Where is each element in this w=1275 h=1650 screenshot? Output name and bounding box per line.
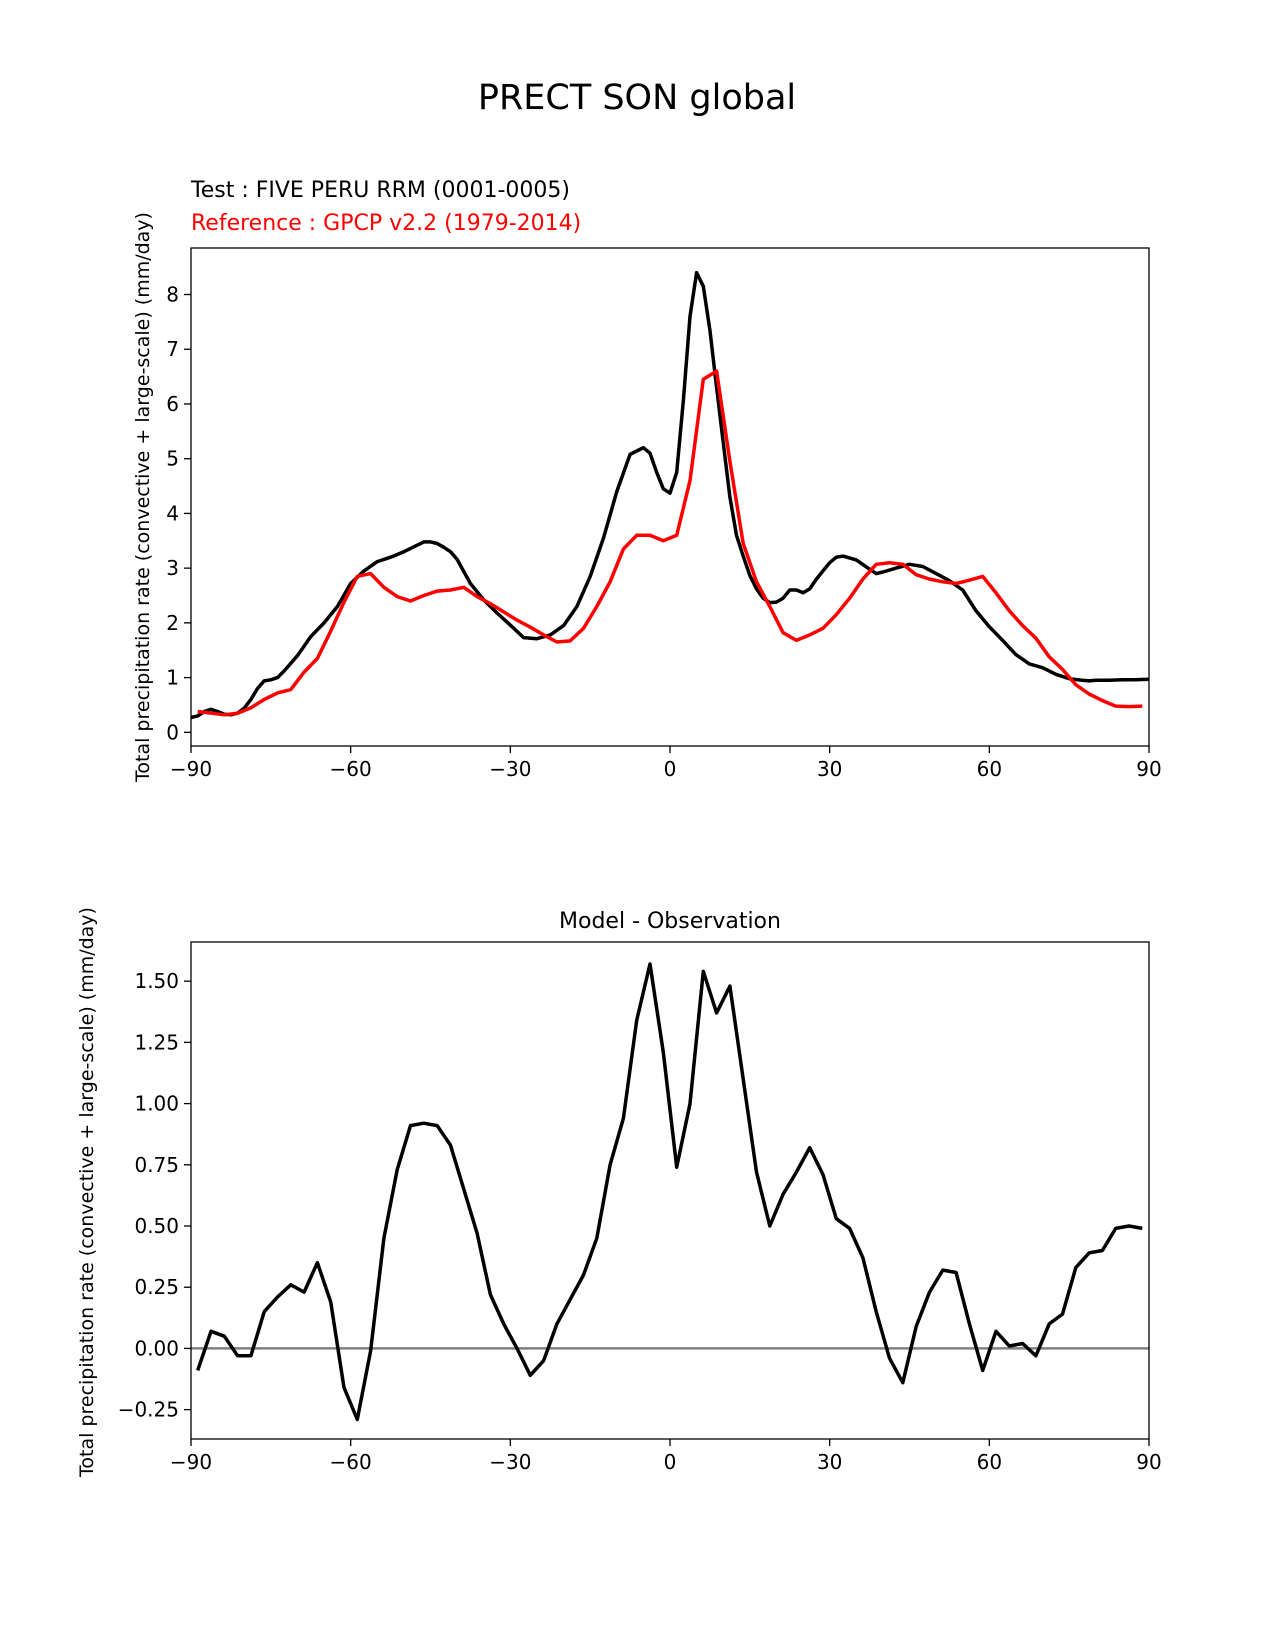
bottom-lines [196, 962, 1143, 1422]
top-chart: Test : FIVE PERU RRM (0001-0005) Referen… [132, 178, 1162, 783]
bottom-ticks: −90 −60 −30 0 30 60 90 −0.25 0.00 0.25 0.50 0.75 1.0… [118, 969, 1162, 1474]
top-y-tick-label: 2 [166, 611, 179, 635]
figure-title: PRECT SON global [478, 78, 796, 118]
top-x-tick-label: 30 [817, 757, 842, 781]
bottom-y-tick-label: 0.75 [134, 1153, 179, 1177]
bottom-x-tick-label: 60 [977, 1450, 1002, 1474]
top-lines [190, 270, 1150, 720]
top-y-tick-label: 3 [166, 556, 179, 580]
bottom-y-tick-label: 0.50 [134, 1214, 179, 1238]
top-y-tick-label: 4 [166, 501, 179, 525]
top-x-tick-label: 90 [1136, 757, 1161, 781]
top-ticks: −90 −60 −30 0 30 60 90 0 1 2 3 4 5 6 7 8 [166, 283, 1161, 781]
bottom-x-tick-label: −90 [170, 1450, 212, 1474]
top-series-line-1 [197, 369, 1143, 717]
bottom-y-axis-label: Total precipitation rate (convective + l… [76, 907, 98, 1478]
top-y-tick-label: 7 [166, 337, 179, 361]
bottom-y-tick-label: 0.00 [134, 1336, 179, 1360]
top-plot-frame [190, 247, 1150, 747]
bottom-x-tick-label: 30 [817, 1450, 842, 1474]
top-y-tick-label: 0 [166, 720, 179, 744]
bottom-y-tick-label: 1.00 [134, 1092, 179, 1116]
bottom-x-tick-label: 0 [664, 1450, 677, 1474]
top-y-tick-label: 1 [166, 666, 179, 690]
top-y-tick-label: 6 [166, 392, 179, 416]
top-x-tick-label: −60 [330, 757, 372, 781]
bottom-y-tick-label: 0.25 [134, 1275, 179, 1299]
bottom-x-tick-label: 90 [1136, 1450, 1161, 1474]
top-y-axis-label: Total precipitation rate (convective + l… [132, 212, 154, 783]
top-x-tick-label: 60 [977, 757, 1002, 781]
top-x-tick-label: −90 [170, 757, 212, 781]
bottom-series-line-0 [196, 962, 1143, 1422]
bottom-y-tick-label: 1.25 [134, 1030, 179, 1054]
bottom-plot-frame [190, 941, 1150, 1440]
bottom-y-tick-label: 1.50 [134, 969, 179, 993]
top-y-tick-label: 5 [166, 447, 179, 471]
bottom-x-tick-label: −30 [489, 1450, 531, 1474]
top-x-tick-label: −30 [489, 757, 531, 781]
top-series-line-0 [190, 270, 1150, 720]
top-x-tick-label: 0 [664, 757, 677, 781]
bottom-y-tick-label: −0.25 [118, 1398, 179, 1422]
difference-title: Model - Observation [559, 909, 781, 934]
test-label: Test : FIVE PERU RRM (0001-0005) [190, 178, 570, 203]
bottom-chart: Model - Observation Total precipitation … [76, 907, 1162, 1478]
reference-label: Reference : GPCP v2.2 (1979-2014) [191, 211, 581, 236]
top-y-tick-label: 8 [166, 283, 179, 307]
bottom-x-tick-label: −60 [330, 1450, 372, 1474]
